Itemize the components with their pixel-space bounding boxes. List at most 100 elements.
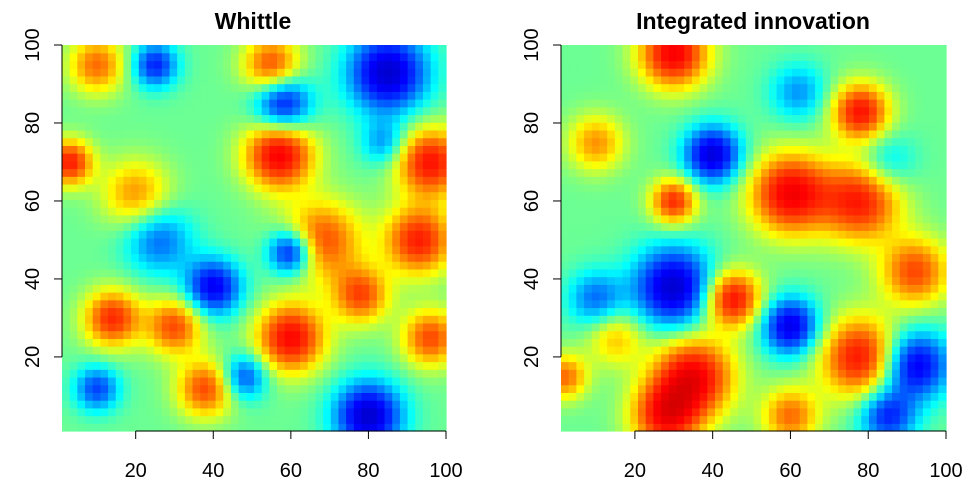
heatmap-cell <box>661 338 669 346</box>
heatmap-cell <box>854 91 862 99</box>
heatmap-cell <box>823 53 831 61</box>
heatmap-cell <box>692 338 700 346</box>
heatmap-cell <box>415 385 423 393</box>
heatmap-cell <box>231 400 239 408</box>
heatmap-cell <box>223 161 231 169</box>
heatmap-cell <box>838 53 846 61</box>
heatmap-cell <box>269 207 277 215</box>
heatmap-cell <box>323 60 331 68</box>
heatmap-cell <box>915 346 923 354</box>
heatmap-cell <box>385 362 393 370</box>
heatmap-cell <box>62 192 70 200</box>
heatmap-cell <box>208 292 216 300</box>
heatmap-cell <box>415 199 423 207</box>
heatmap-cell <box>576 369 584 377</box>
heatmap-cell <box>231 269 239 277</box>
heatmap-cell <box>615 122 623 130</box>
heatmap-cell <box>715 199 723 207</box>
heatmap-cell <box>777 91 785 99</box>
heatmap-cell <box>85 323 93 331</box>
heatmap-cell <box>653 107 661 115</box>
heatmap-cell <box>854 184 862 192</box>
heatmap-cell <box>208 138 216 146</box>
heatmap-cell <box>692 99 700 107</box>
heatmap-cell <box>723 130 731 138</box>
heatmap-cell <box>438 207 446 215</box>
heatmap-cell <box>600 292 608 300</box>
heatmap-cell <box>108 400 116 408</box>
heatmap-cell <box>715 315 723 323</box>
heatmap-cell <box>653 161 661 169</box>
heatmap-cell <box>354 323 362 331</box>
heatmap-cell <box>231 392 239 400</box>
heatmap-cell <box>223 362 231 370</box>
heatmap-cell <box>815 346 823 354</box>
heatmap-cell <box>653 215 661 223</box>
heatmap-cell <box>592 354 600 362</box>
heatmap-cell <box>823 230 831 238</box>
heatmap-cell <box>831 416 839 424</box>
heatmap-cell <box>730 362 738 370</box>
heatmap-cell <box>362 354 370 362</box>
heatmap-cell <box>408 408 416 416</box>
heatmap-cell <box>854 145 862 153</box>
heatmap-cell <box>807 292 815 300</box>
heatmap-cell <box>653 246 661 254</box>
heatmap-cell <box>438 246 446 254</box>
heatmap-cell <box>638 338 646 346</box>
heatmap-cell <box>677 184 685 192</box>
heatmap-cell <box>108 408 116 416</box>
heatmap-cell <box>369 354 377 362</box>
heatmap-cell <box>262 423 270 431</box>
heatmap-cell <box>669 99 677 107</box>
heatmap-cell <box>277 207 285 215</box>
heatmap-cell <box>784 400 792 408</box>
heatmap-cell <box>915 176 923 184</box>
heatmap-cell <box>392 99 400 107</box>
heatmap-cell <box>100 392 108 400</box>
heatmap-cell <box>854 76 862 84</box>
heatmap-cell <box>323 138 331 146</box>
heatmap-cell <box>669 145 677 153</box>
heatmap-cell <box>315 114 323 122</box>
heatmap-cell <box>677 300 685 308</box>
heatmap-cell <box>592 369 600 377</box>
heatmap-cell <box>677 315 685 323</box>
heatmap-cell <box>569 76 577 84</box>
heatmap-cell <box>592 408 600 416</box>
heatmap-cell <box>70 169 78 177</box>
heatmap-cell <box>300 300 308 308</box>
heatmap-cell <box>170 192 178 200</box>
heatmap-cell <box>569 284 577 292</box>
heatmap-cell <box>692 199 700 207</box>
heatmap-cell <box>892 323 900 331</box>
heatmap-cell <box>792 416 800 424</box>
heatmap-cell <box>630 99 638 107</box>
heatmap-cell <box>792 253 800 261</box>
heatmap-cell <box>292 45 300 53</box>
heatmap-cell <box>269 184 277 192</box>
heatmap-cell <box>615 84 623 92</box>
heatmap-cell <box>292 199 300 207</box>
heatmap-cell <box>400 107 408 115</box>
heatmap-cell <box>777 346 785 354</box>
heatmap-cell <box>600 138 608 146</box>
heatmap-cell <box>262 84 270 92</box>
heatmap-cell <box>684 300 692 308</box>
heatmap-cell <box>354 153 362 161</box>
heatmap-cell <box>831 107 839 115</box>
heatmap-cell <box>438 338 446 346</box>
heatmap-cell <box>677 153 685 161</box>
heatmap-cell <box>100 385 108 393</box>
heatmap-cell <box>285 338 293 346</box>
heatmap-cell <box>692 362 700 370</box>
heatmap-cell <box>777 354 785 362</box>
heatmap-cell <box>392 223 400 231</box>
heatmap-cell <box>246 99 254 107</box>
heatmap-cell <box>838 369 846 377</box>
heatmap-cell <box>900 369 908 377</box>
heatmap-cell <box>154 114 162 122</box>
heatmap-cell <box>385 338 393 346</box>
heatmap-cell <box>154 292 162 300</box>
heatmap-cell <box>338 130 346 138</box>
